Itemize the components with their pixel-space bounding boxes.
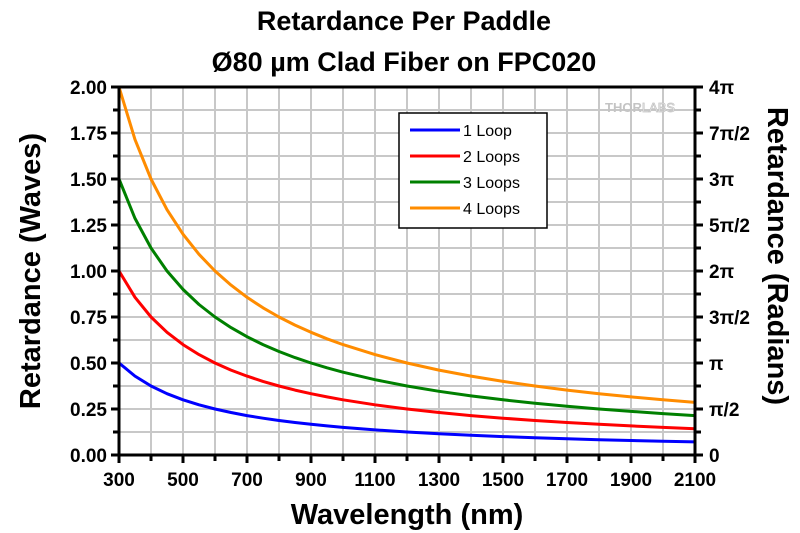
x-tick-label: 1900 (610, 470, 652, 491)
series-line-3 (117, 178, 696, 418)
chart-title-line1: Retardance Per Paddle (257, 6, 551, 36)
chart-title-line2: Ø80 µm Clad Fiber on FPC020 (212, 47, 597, 77)
y2-tick-label: 7π/2 (709, 124, 750, 145)
series-line-4 (117, 86, 696, 404)
legend-label-4: 4 Loops (463, 201, 520, 218)
y-tick-label: 2.00 (70, 78, 107, 99)
x-axis-label: Wavelength (nm) (291, 499, 524, 531)
y-tick-labels: 0.00 0.25 0.50 0.75 1.00 1.25 1.50 1.75 2.00 (70, 78, 107, 467)
y-tick-label: 0.00 (70, 446, 107, 467)
x-tick-label: 1500 (482, 470, 524, 491)
x-tick-label: 1300 (418, 470, 460, 491)
y-tick-label: 0.50 (70, 354, 107, 375)
x-tick-label: 2100 (674, 470, 716, 491)
y2-tick-label: 3π (709, 170, 735, 191)
y2-tick-label: 4π (709, 78, 735, 99)
x-tick-label: 500 (167, 470, 199, 491)
y2-tick-label: 3π/2 (709, 308, 750, 329)
y-tick-label: 1.25 (70, 216, 107, 237)
y2-tick-labels: 0 π/2 π 3π/2 2π 5π/2 3π 7π/2 4π (709, 78, 750, 467)
x-tick-label: 900 (295, 470, 327, 491)
y2-tick-label: 5π/2 (709, 216, 750, 237)
tick-marks (111, 85, 703, 463)
y2-tick-label: 2π (709, 262, 735, 283)
y-tick-label: 1.75 (70, 124, 107, 145)
x-tick-label: 1700 (546, 470, 588, 491)
watermark-outline: LABS (642, 100, 676, 115)
y2-tick-label: 0 (709, 446, 720, 467)
legend-label-3: 3 Loops (463, 175, 520, 192)
legend-label-2: 2 Loops (463, 149, 520, 166)
y-tick-label: 0.75 (70, 308, 107, 329)
x-tick-label: 1100 (354, 470, 395, 491)
series-line-1 (118, 361, 696, 444)
watermark-bold: THOR (605, 100, 642, 115)
y-tick-label: 0.25 (70, 400, 107, 421)
legend-label-1: 1 Loop (463, 123, 512, 140)
y2-axis-label: Retardance (Radians) (761, 107, 793, 405)
legend: 1 Loop 2 Loops 3 Loops 4 Loops (398, 112, 548, 229)
x-tick-label: 700 (231, 470, 263, 491)
series-line-2 (117, 270, 696, 431)
series-lines (117, 86, 696, 444)
y-tick-label: 1.00 (70, 262, 107, 283)
y2-tick-label: π/2 (709, 400, 739, 421)
y-tick-label: 1.50 (70, 170, 107, 191)
x-tick-labels: 300 500 700 900 1100 1300 1500 1700 1900 2100 (103, 470, 716, 491)
watermark-logo: THORLABS (605, 100, 675, 115)
y-axis-label: Retardance (Waves) (15, 133, 47, 409)
x-tick-label: 300 (103, 470, 135, 491)
y2-tick-label: π (709, 354, 724, 375)
